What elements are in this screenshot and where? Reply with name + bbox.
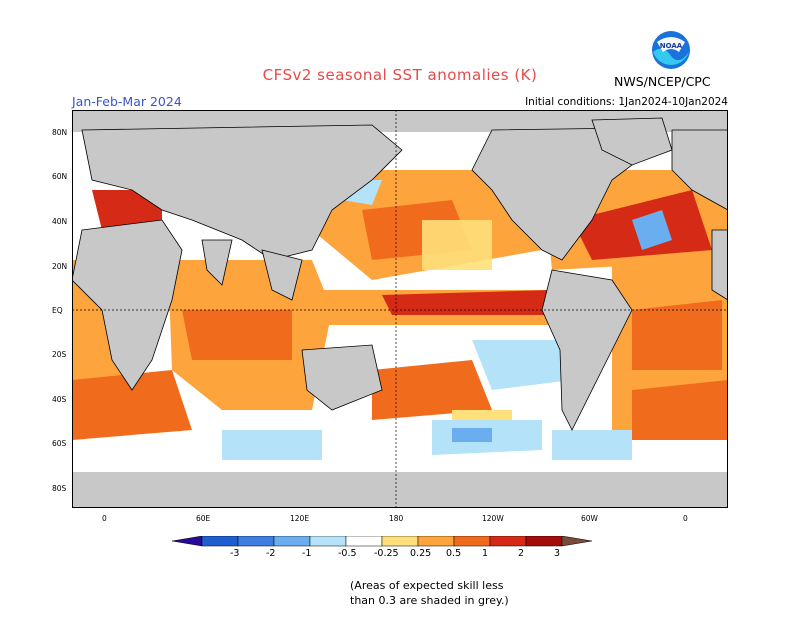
colorbar-segment (273, 536, 311, 547)
indian-core (182, 310, 292, 360)
colorbar-segment (417, 536, 455, 547)
arctic-grey (72, 110, 728, 132)
colorbar-segment (381, 536, 419, 547)
sst-anomaly-map (72, 110, 728, 508)
cool-north-atlantic (632, 210, 672, 250)
colorbar-label: -2 (266, 548, 276, 559)
lat-label-eq: EQ (52, 306, 63, 315)
cool-southern-ocean-2 (552, 430, 632, 460)
colorbar-segment (489, 536, 527, 547)
colorbar-label: 0.5 (446, 548, 462, 559)
colorbar (172, 536, 593, 547)
colorbar-label: 0.25 (410, 548, 432, 559)
skill-note: (Areas of expected skill less than 0.3 a… (350, 578, 509, 608)
colorbar-label: 3 (554, 548, 561, 559)
antarctic-grey (72, 472, 728, 508)
colorbar-label: -0.25 (374, 548, 399, 559)
colorbar-segment (309, 536, 347, 547)
colorbar-segment (453, 536, 491, 547)
svg-text:NOAA: NOAA (660, 42, 683, 50)
colorbar-label: 2 (518, 548, 525, 559)
southern-warm-3 (372, 360, 492, 420)
noaa-logo-icon: NOAA (652, 31, 690, 69)
colorbar-arrow-low (172, 536, 203, 547)
colorbar-segment (237, 536, 275, 547)
cool-southern-ocean-1 (222, 430, 322, 460)
atlantic-core (632, 300, 722, 370)
colorbar-segment (345, 536, 383, 547)
lon-label-120w: 120W (482, 514, 504, 523)
lat-label-80n: 80N (52, 128, 68, 137)
colorbar-arrow-high (561, 536, 593, 547)
colorbar-segment (201, 536, 239, 547)
colorbar-label: -1 (302, 548, 312, 559)
colorbar-label: -3 (230, 548, 240, 559)
southern-warm-1 (72, 370, 192, 440)
lat-label-80s: 80S (52, 484, 67, 493)
lat-label-20s: 20S (52, 350, 67, 359)
lat-label-60n: 60N (52, 172, 68, 181)
skill-note-line2: than 0.3 are shaded in grey.) (350, 594, 509, 607)
agency-label: NWS/NCEP/CPC (614, 74, 711, 89)
land-se-asia (261, 249, 303, 301)
southern-warm-2 (632, 380, 728, 440)
cool-south-pacific (472, 340, 572, 390)
land-india (201, 239, 233, 286)
skill-note-line1: (Areas of expected skill less (350, 579, 504, 592)
cool-south-pacific-core (452, 428, 492, 442)
colorbar-label: 1 (482, 548, 489, 559)
lon-label-120e: 120E (290, 514, 310, 523)
colorbar-label: -0.5 (338, 548, 357, 559)
light-warm-pacific (422, 220, 492, 270)
land-eurasia-west (671, 129, 728, 211)
lat-label-20n: 20N (52, 262, 68, 271)
map-frame (72, 110, 728, 508)
land-africa-east (711, 229, 728, 301)
lat-label-60s: 60S (52, 439, 67, 448)
season-label: Jan-Feb-Mar 2024 (72, 94, 182, 109)
land-africa (72, 219, 183, 391)
initial-conditions-label: Initial conditions: 1Jan2024-10Jan2024 (525, 96, 728, 108)
land-australia (301, 344, 383, 411)
lon-label-180: 180 (389, 514, 404, 523)
med-core (92, 190, 162, 230)
land-greenland (591, 117, 673, 166)
map-title: CFSv2 seasonal SST anomalies (K) (262, 66, 538, 84)
lon-label-60w: 60W (581, 514, 598, 523)
lon-label-0: 0 (102, 514, 107, 523)
lon-label-60e: 60E (196, 514, 211, 523)
enso-core (382, 290, 552, 315)
lon-label-0-right: 0 (683, 514, 688, 523)
colorbar-segment (525, 536, 563, 547)
lat-label-40s: 40S (52, 395, 67, 404)
lat-label-40n: 40N (52, 217, 68, 226)
